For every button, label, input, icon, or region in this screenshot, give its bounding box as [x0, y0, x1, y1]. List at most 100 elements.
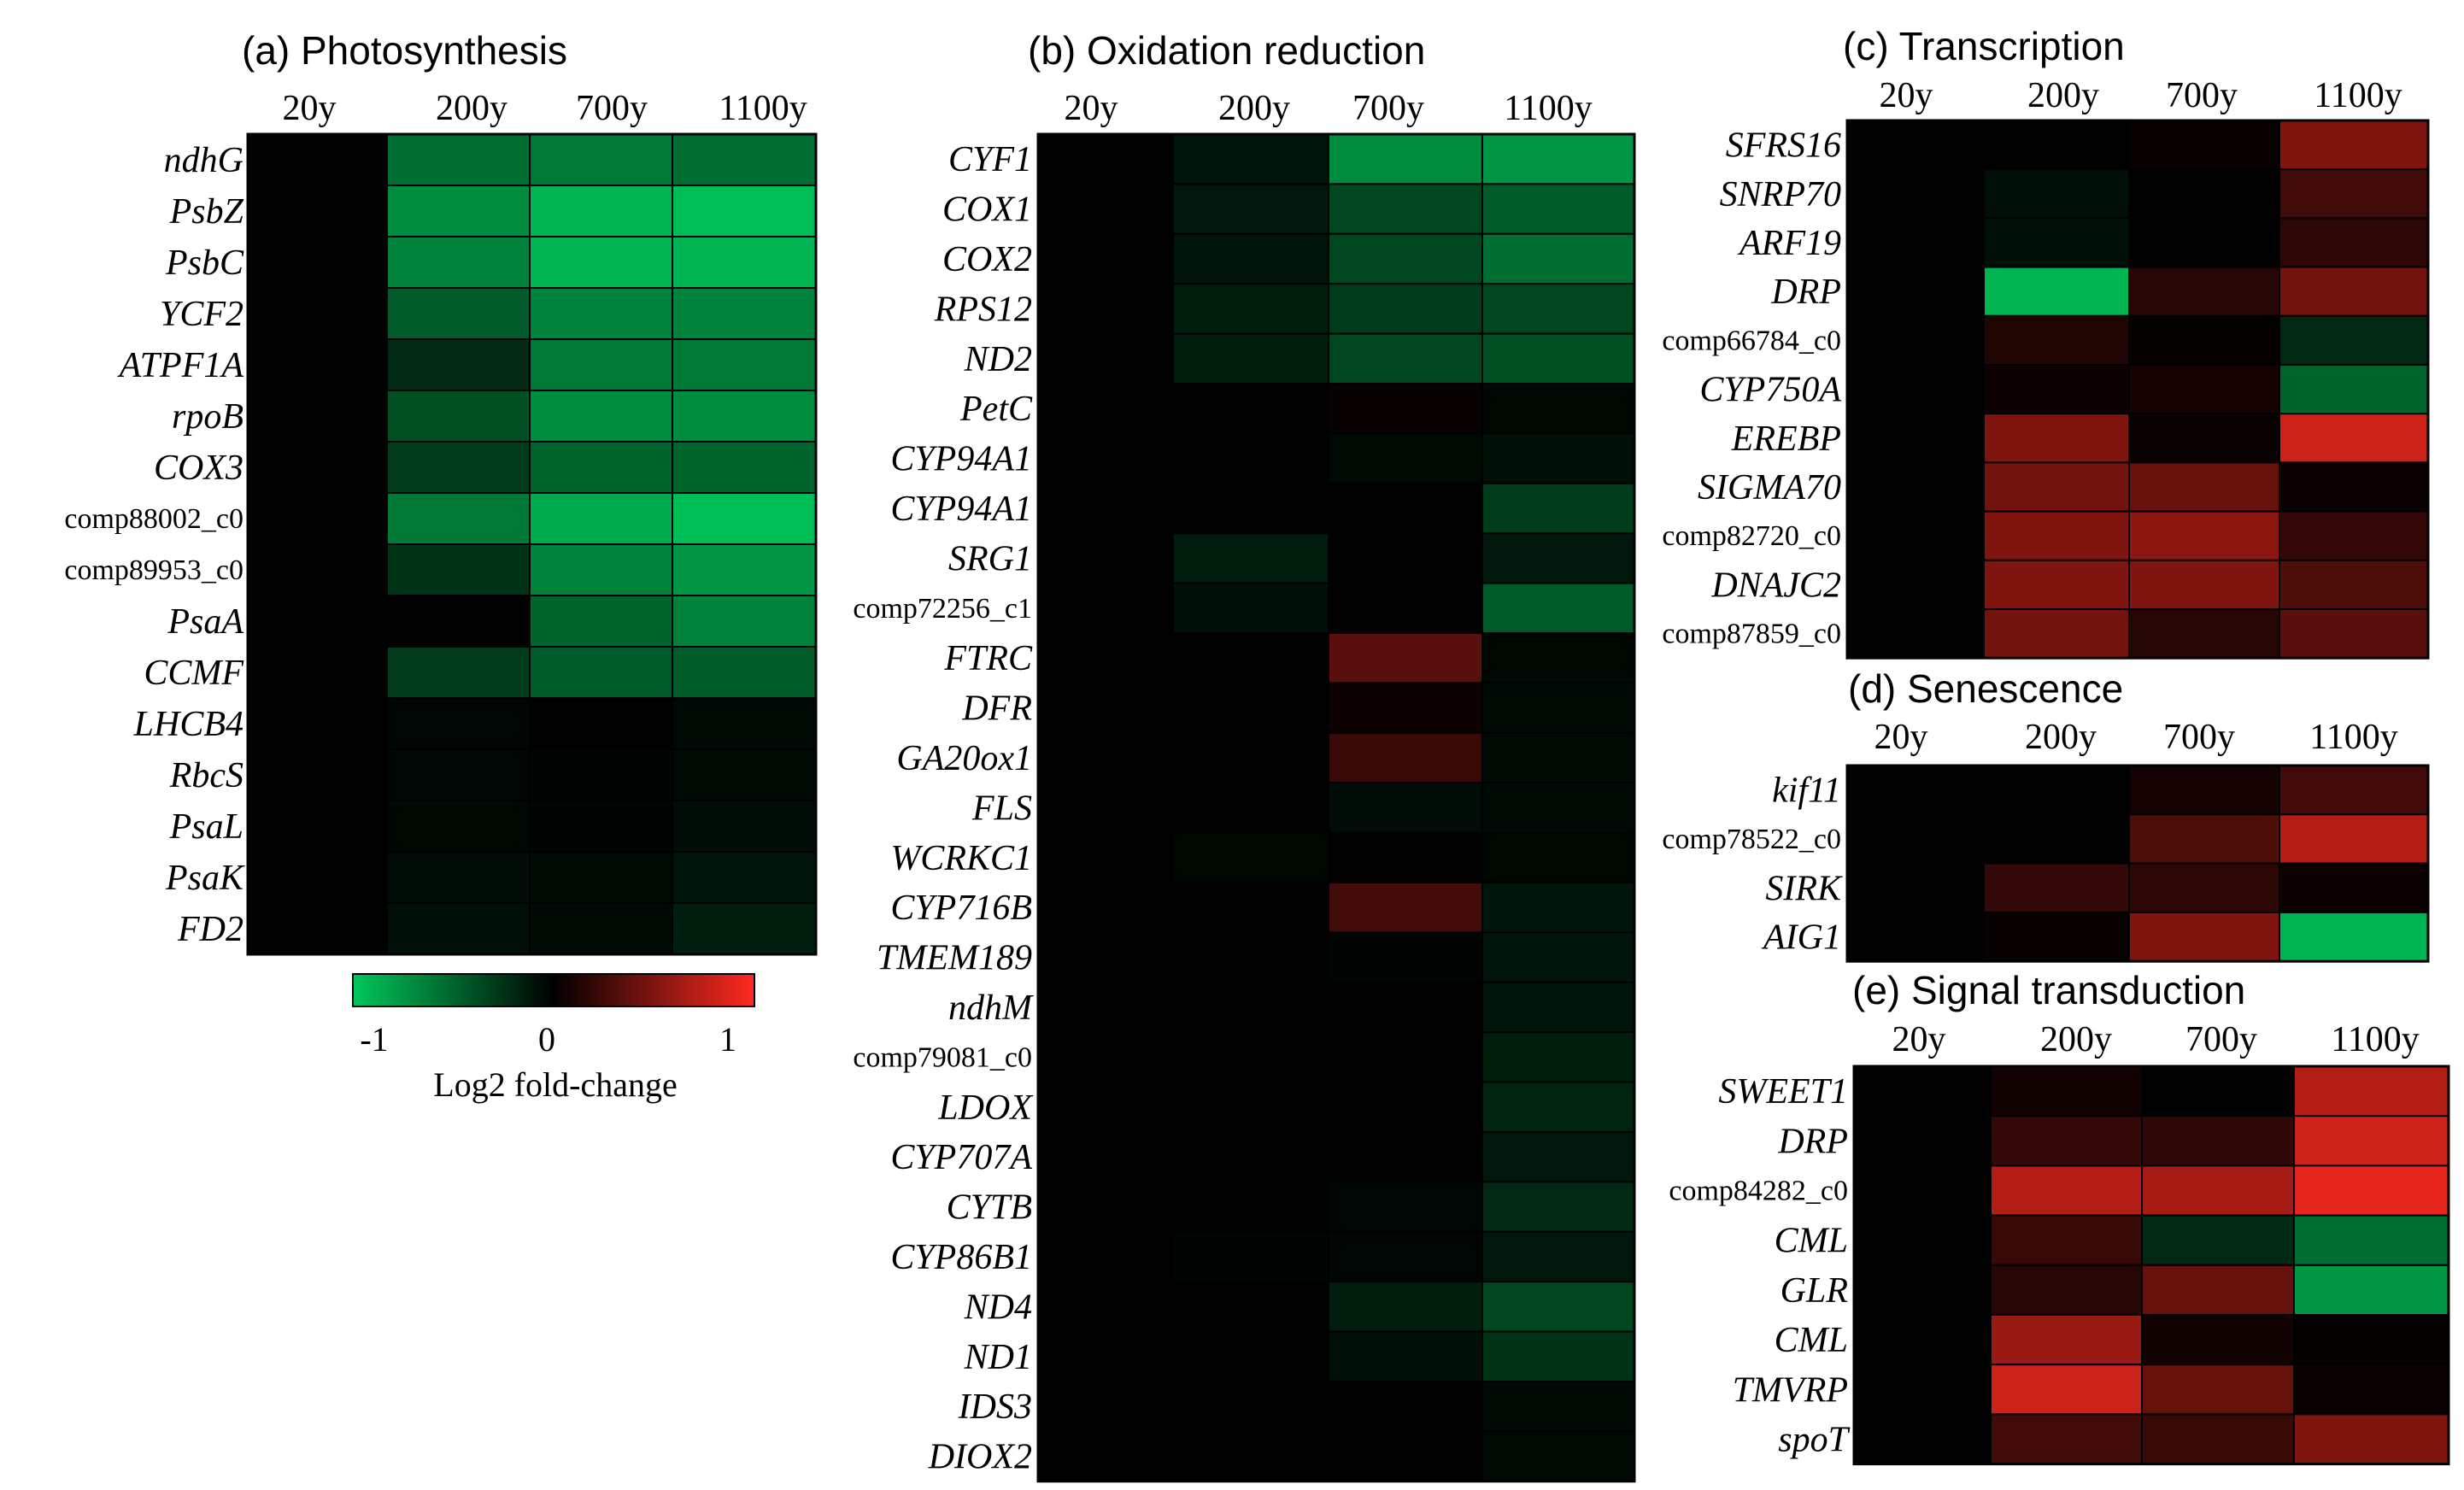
column-label: 1100y: [2309, 718, 2397, 757]
heatmap-cell: [1172, 731, 1329, 784]
heatmap-cell: [386, 748, 531, 801]
heatmap-cell: [1172, 582, 1329, 634]
column-label: 700y: [576, 89, 648, 128]
heatmap-cell: [1172, 532, 1329, 584]
row-label: GLR: [1781, 1271, 1848, 1311]
heatmap-cell: [1172, 1330, 1329, 1382]
heatmap-cell: [2128, 413, 2280, 464]
heatmap-cell: [386, 441, 531, 494]
heatmap-cell: [247, 338, 388, 391]
heatmap-cell: [1481, 1381, 1635, 1433]
row-label: CYP750A: [1699, 371, 1841, 410]
heatmap-cell: [2279, 413, 2429, 464]
heatmap-cell: [2141, 1413, 2295, 1465]
row-label: PsaA: [167, 602, 243, 642]
heatmap-cell: [247, 851, 388, 904]
column-label: 200y: [2040, 1020, 2112, 1059]
heatmap-cell: [2293, 1364, 2449, 1416]
heatmap-cell: [1990, 1214, 2143, 1266]
heatmap-cell: [1846, 608, 1985, 660]
heatmap-cell: [386, 800, 531, 853]
heatmap-cell: [1481, 383, 1635, 435]
heatmap-cell: [1983, 911, 2130, 963]
heatmap-cell: [2128, 461, 2280, 513]
heatmap-cell: [2279, 608, 2429, 660]
heatmap-cell: [1172, 1381, 1329, 1433]
heatmap-cell: [2141, 1364, 2295, 1416]
heatmap-cell: [2293, 1314, 2449, 1366]
row-label: comp66784_c0: [1662, 325, 1841, 356]
heatmap-cell: [1172, 482, 1329, 535]
heatmap-cell: [672, 800, 817, 853]
heatmap-cell: [1328, 1031, 1483, 1083]
heatmap-cell: [1037, 1281, 1174, 1333]
heatmap-cell: [1328, 1330, 1483, 1382]
heatmap-cell: [672, 851, 817, 904]
heatmap-cell: [1037, 1081, 1174, 1133]
heatmap-cell: [386, 902, 531, 955]
heatmap-cell: [1328, 1381, 1483, 1433]
heatmap-cell: [386, 390, 531, 443]
heatmap-cell: [1328, 731, 1483, 784]
row-label: comp87859_c0: [1662, 619, 1841, 650]
heatmap-cell: [2279, 813, 2429, 865]
heatmap-cell: [2128, 217, 2280, 268]
heatmap-cell: [2279, 120, 2429, 171]
heatmap-cell: [1328, 1281, 1483, 1333]
row-label: PsbZ: [169, 192, 244, 232]
row-label: FLS: [971, 789, 1032, 828]
heatmap-cell: [1172, 1081, 1329, 1133]
row-label: COX2: [942, 240, 1032, 279]
heatmap-cell: [2293, 1264, 2449, 1317]
heatmap-cell: [1037, 682, 1174, 734]
heatmap-cell: [529, 441, 673, 494]
heatmap-cell: [1983, 168, 2130, 220]
heatmap-cell: [1853, 1264, 1992, 1317]
column-label: 700y: [2163, 718, 2235, 757]
heatmap-cell: [1481, 1330, 1635, 1382]
row-label: FTRC: [943, 639, 1033, 678]
panel-3: (d) Senescence 20y 200y 700y 1100y kif11 comp7…: [1662, 666, 2430, 963]
heatmap-cell: [1328, 882, 1483, 934]
heatmap-cell: [386, 236, 531, 289]
heatmap-cell: [1846, 559, 1985, 610]
heatmap-cell: [672, 543, 817, 596]
row-label: CYP94A1: [890, 490, 1032, 529]
heatmap-cell: [1037, 582, 1174, 634]
heatmap-cell: [672, 595, 817, 648]
heatmap-cell: [2293, 1214, 2449, 1266]
row-label: LDOX: [937, 1088, 1034, 1128]
row-label: DIOX2: [928, 1438, 1032, 1477]
row-label: SRG1: [948, 539, 1032, 578]
heatmap-cell: [2293, 1065, 2449, 1118]
colorbar-legend: -1 0 1 Log2 fold-change: [352, 973, 755, 1104]
heatmap-cell: [1328, 1430, 1483, 1482]
heatmap-cell: [672, 287, 817, 340]
heatmap-cell: [247, 646, 388, 699]
heatmap-cell: [1037, 1131, 1174, 1183]
row-label: AIG1: [1761, 918, 1841, 958]
column-label: 20y: [283, 89, 337, 128]
heatmap-cell: [386, 338, 531, 391]
heatmap-cell: [1037, 332, 1174, 385]
row-label: CML: [1775, 1321, 1848, 1360]
heatmap-cell: [2128, 862, 2280, 913]
row-label: YCF2: [160, 295, 243, 334]
heatmap-cell: [1481, 682, 1635, 734]
heatmap-cell: [1037, 1430, 1174, 1482]
heatmap-cell: [1172, 432, 1329, 484]
heatmap-cell: [1172, 283, 1329, 335]
heatmap-cell: [247, 697, 388, 750]
panel-1: (b) Oxidation reduction 20y 200y 700y 1100y C…: [853, 28, 1636, 1483]
heatmap-cell: [1983, 765, 2130, 816]
heatmap-cell: [1853, 1065, 1992, 1118]
legend-tick-max: 1: [719, 1020, 736, 1059]
heatmap-border: [246, 132, 818, 956]
heatmap-cell: [247, 236, 388, 289]
heatmap-cell: [1853, 1314, 1992, 1366]
heatmap-cell: [1481, 232, 1635, 285]
heatmap-cell: [386, 185, 531, 238]
row-label: RbcS: [169, 756, 243, 795]
heatmap-cell: [1846, 120, 1985, 171]
heatmap-cell: [1172, 1430, 1329, 1482]
